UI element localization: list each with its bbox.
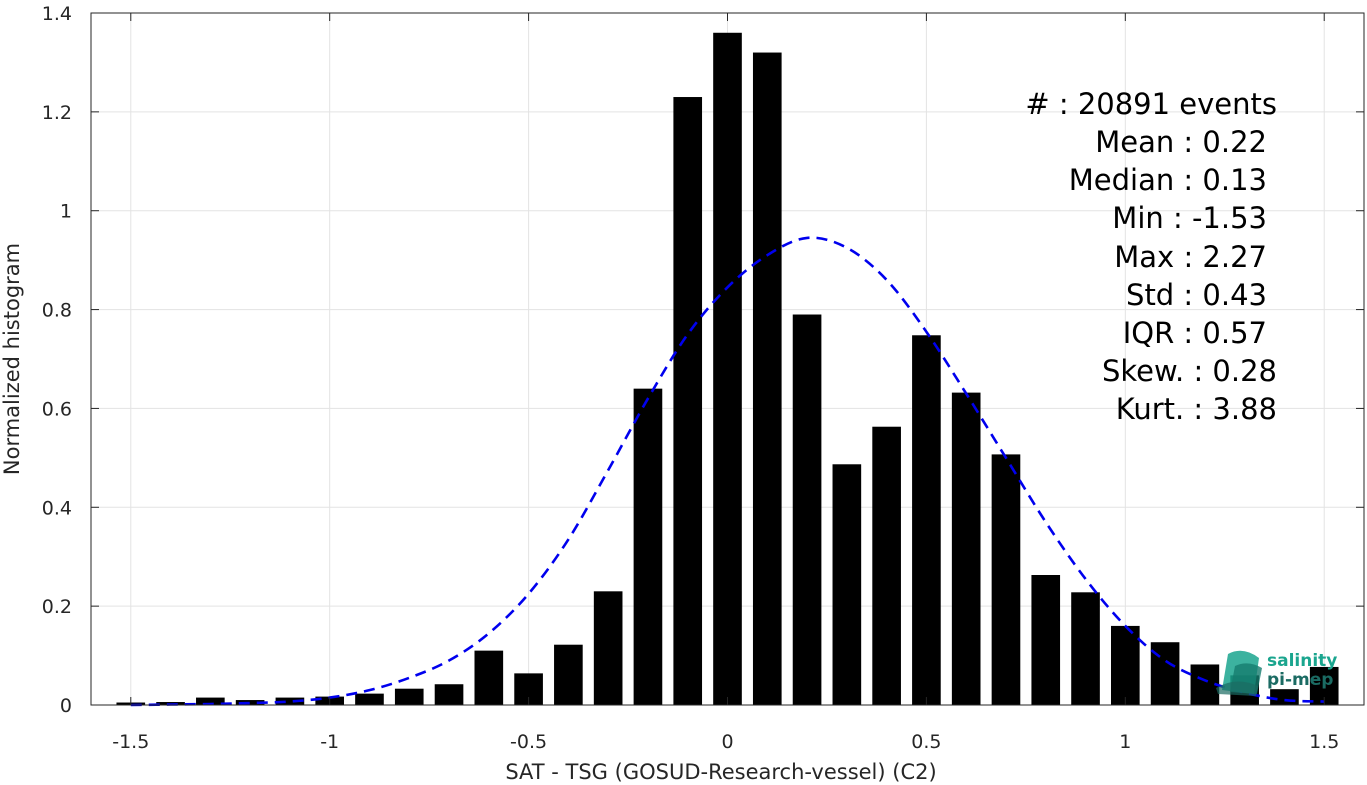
stat-iqr: IQR : 0.57 (1123, 316, 1267, 350)
histogram-bar (394, 688, 424, 705)
x-tick-labels: -1.5 -1 -0.5 0 0.5 1 1.5 (112, 731, 1339, 753)
wave-logo-icon (1216, 650, 1262, 696)
y-tick-label: 0 (60, 695, 72, 717)
y-tick-label: 1.2 (42, 102, 72, 124)
x-tick-label: 1 (1119, 731, 1131, 753)
histogram-bar (275, 697, 305, 705)
bars (116, 32, 1339, 706)
stats-box: # : 20891 events Mean : 0.22 Median : 0.… (1025, 87, 1277, 426)
histogram-bar (752, 52, 782, 706)
histogram-bar (633, 388, 663, 705)
y-tick-label: 1.4 (42, 3, 72, 25)
stat-kurt: Kurt. : 3.88 (1116, 392, 1277, 426)
histogram-bar (1110, 625, 1140, 705)
histogram-bar (593, 591, 623, 705)
x-tick-label: 0 (721, 731, 733, 753)
stat-median: Median : 0.13 (1069, 163, 1267, 197)
stat-skew: Skew. : 0.28 (1102, 354, 1277, 388)
y-tick-label: 1 (60, 201, 72, 223)
y-tick-label: 0.8 (42, 300, 72, 322)
histogram-bar (792, 314, 822, 705)
histogram-bar (991, 454, 1021, 705)
histogram-bar (872, 426, 901, 705)
histogram-bar (951, 392, 981, 705)
x-axis-label: SAT - TSG (GOSUD-Research-vessel) (C2) (505, 760, 936, 784)
histogram-bar (434, 684, 464, 705)
stat-max: Max : 2.27 (1114, 240, 1267, 274)
logo-line1: salinity (1267, 651, 1337, 671)
fit-curve (130, 236, 1325, 707)
y-tick-labels: 0 0.2 0.4 0.6 0.8 1 1.2 1.4 (42, 3, 72, 717)
x-tick-label: -1 (320, 731, 339, 753)
histogram-bar (355, 693, 384, 705)
histogram-bar (1071, 592, 1100, 705)
histogram-bar (713, 32, 742, 706)
stat-min: Min : -1.53 (1112, 201, 1267, 235)
histogram-bar (554, 644, 583, 705)
x-tick-label: -0.5 (510, 731, 547, 753)
histogram-bar (474, 650, 504, 705)
histogram-bar (673, 97, 703, 706)
logo-line2: pi-mep (1267, 670, 1333, 690)
histogram-bar (832, 464, 862, 705)
salinity-pi-mep-logo: salinity pi-mep (1216, 650, 1337, 696)
ticks (91, 12, 1364, 706)
x-tick-label: -1.5 (112, 731, 149, 753)
x-tick-label: 0.5 (911, 731, 941, 753)
stat-mean: Mean : 0.22 (1095, 125, 1267, 159)
stat-std: Std : 0.43 (1126, 278, 1267, 312)
histogram-bar (1031, 575, 1061, 705)
histogram-bar (912, 335, 941, 705)
histogram-bar (235, 700, 265, 705)
y-tick-label: 0.4 (42, 497, 72, 519)
y-tick-label: 0.2 (42, 596, 72, 618)
histogram-bar (196, 697, 225, 705)
histogram-bar (1270, 689, 1299, 705)
y-axis-label: Normalized histogram (0, 243, 24, 475)
y-tick-label: 0.6 (42, 398, 72, 420)
x-tick-label: 1.5 (1309, 731, 1339, 753)
stat-count: # : 20891 events (1025, 87, 1277, 121)
